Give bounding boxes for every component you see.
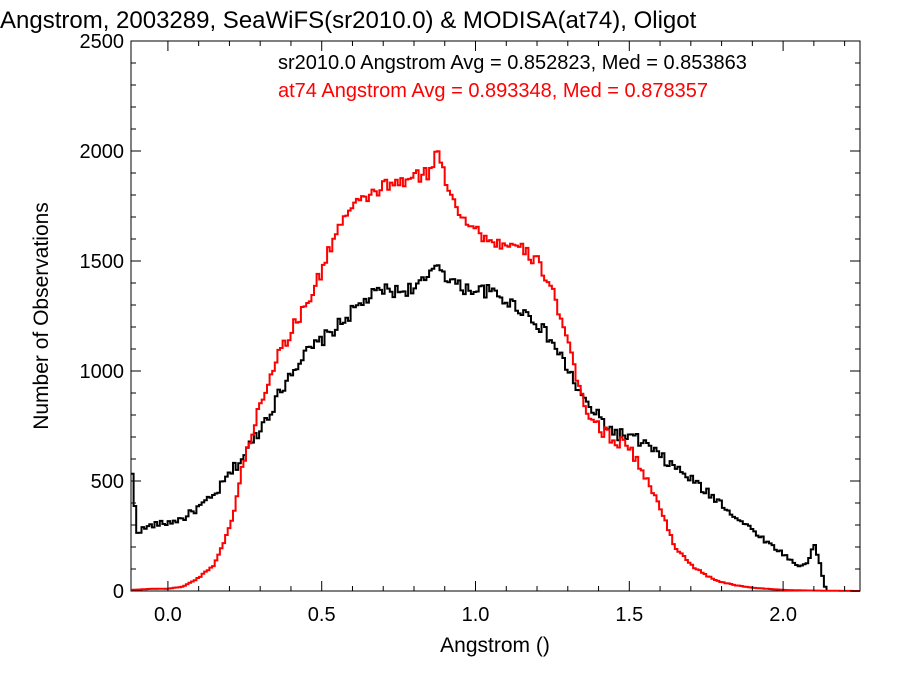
series-line-red (131, 150, 860, 592)
y-tick-label: 500 (91, 471, 124, 493)
x-tick-label: 1.0 (462, 604, 490, 626)
y-tick-label: 1500 (80, 251, 125, 273)
x-tick-label: 0.5 (308, 604, 336, 626)
y-tick-label: 0 (113, 581, 124, 603)
x-axis-title: Angstrom () (440, 634, 550, 657)
y-tick-label: 2000 (80, 141, 125, 163)
plot-area (130, 40, 861, 592)
x-tick-label: 1.5 (615, 604, 643, 626)
y-tick-label: 2500 (80, 31, 125, 53)
x-tick-label: 0.0 (154, 604, 182, 626)
stats-annotation-black: sr2010.0 Angstrom Avg = 0.852823, Med = … (278, 52, 747, 74)
x-tick-label: 2.0 (769, 604, 797, 626)
chart-title: Angstrom, 2003289, SeaWiFS(sr2010.0) & M… (0, 7, 697, 34)
stats-annotation-red: at74 Angstrom Avg = 0.893348, Med = 0.87… (278, 80, 708, 102)
axis-ticks: 0.0 0.5 1.0 1.5 2.0 0 500 1000 1500 2000 2500 (80, 31, 860, 626)
y-axis-title: Number of Observations (30, 202, 53, 430)
series-line-black (131, 264, 828, 591)
series-layer (131, 150, 860, 592)
y-tick-label: 1000 (80, 361, 125, 383)
